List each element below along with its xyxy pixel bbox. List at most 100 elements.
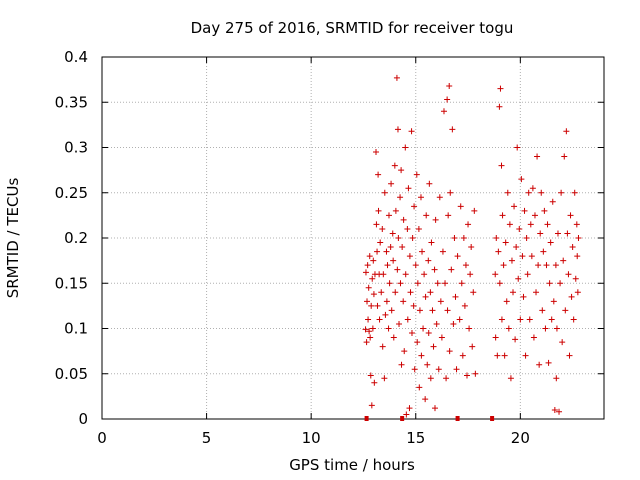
data-point	[403, 411, 410, 418]
data-point	[517, 316, 524, 323]
data-point	[449, 126, 456, 133]
data-point	[536, 361, 543, 368]
data-point	[556, 408, 563, 415]
data-point	[367, 334, 374, 341]
data-point	[560, 257, 567, 264]
x-axis-marker	[455, 416, 460, 421]
data-point	[510, 289, 517, 296]
data-point	[530, 334, 537, 341]
data-point	[445, 212, 452, 219]
data-point	[389, 230, 396, 237]
data-point	[407, 289, 414, 296]
data-point	[428, 239, 435, 246]
data-point	[424, 361, 431, 368]
data-point	[527, 221, 534, 228]
data-point	[538, 189, 545, 196]
data-point	[537, 230, 544, 237]
data-point	[431, 266, 438, 273]
data-point	[551, 406, 558, 413]
data-point	[362, 269, 369, 276]
data-point	[562, 307, 569, 314]
data-point	[411, 203, 418, 210]
data-point	[557, 280, 564, 287]
data-point	[458, 280, 465, 287]
data-point	[364, 298, 371, 305]
data-point	[366, 328, 373, 335]
data-point	[388, 180, 395, 187]
data-point	[436, 194, 443, 201]
data-point	[386, 280, 393, 287]
data-point	[397, 194, 404, 201]
data-point	[561, 153, 568, 160]
data-point	[376, 316, 383, 323]
data-point	[429, 307, 436, 314]
data-point	[385, 212, 392, 219]
data-point	[501, 352, 508, 359]
data-point	[542, 325, 549, 332]
data-point	[504, 189, 511, 196]
data-point	[425, 330, 432, 337]
data-point	[374, 248, 381, 255]
y-tick-label: 0.3	[64, 139, 88, 157]
data-point	[402, 271, 409, 278]
data-point	[371, 379, 378, 386]
data-point	[548, 316, 555, 323]
data-point	[366, 253, 373, 260]
data-point	[402, 144, 409, 151]
data-point	[397, 280, 404, 287]
data-point	[412, 262, 419, 269]
data-point	[368, 302, 375, 309]
data-point	[462, 262, 469, 269]
data-point	[531, 212, 538, 219]
data-point	[575, 235, 582, 241]
data-point	[554, 230, 561, 237]
data-point	[494, 352, 501, 359]
data-point	[405, 185, 412, 192]
x-tick-label: 0	[97, 429, 107, 447]
x-axis-marker	[490, 416, 495, 421]
data-point	[418, 352, 425, 359]
data-points	[362, 74, 582, 418]
data-point	[378, 289, 385, 296]
data-point	[471, 207, 478, 214]
data-point	[431, 405, 438, 412]
data-point	[518, 176, 525, 183]
data-point	[414, 339, 421, 346]
data-point	[460, 235, 467, 241]
data-point	[544, 221, 551, 228]
data-point	[374, 302, 381, 309]
data-point	[369, 325, 376, 332]
data-point	[399, 244, 406, 251]
data-point	[400, 298, 407, 305]
data-point	[563, 128, 570, 135]
data-point	[422, 293, 429, 300]
data-point	[367, 372, 374, 379]
data-point	[391, 162, 398, 169]
data-point	[495, 248, 502, 255]
data-point	[448, 266, 455, 273]
data-point	[362, 326, 369, 333]
data-point	[420, 325, 427, 332]
data-point	[550, 298, 557, 305]
x-axis-marker	[364, 416, 369, 421]
data-point	[416, 307, 423, 314]
data-point	[566, 352, 573, 359]
data-point	[446, 348, 453, 355]
data-point	[512, 336, 519, 343]
data-point	[459, 352, 466, 359]
data-point	[384, 262, 391, 269]
data-point	[392, 207, 399, 214]
data-point	[465, 221, 472, 228]
data-point	[443, 375, 450, 382]
data-point	[370, 291, 377, 298]
data-point	[541, 207, 548, 214]
data-point	[380, 271, 387, 278]
data-point	[545, 359, 552, 366]
data-point	[520, 293, 527, 300]
y-axis-label: SRMTID / TECUs	[4, 178, 22, 299]
data-point	[414, 280, 421, 287]
data-point	[472, 370, 479, 377]
data-point	[369, 275, 376, 282]
data-point	[467, 271, 474, 278]
data-point	[434, 280, 441, 287]
